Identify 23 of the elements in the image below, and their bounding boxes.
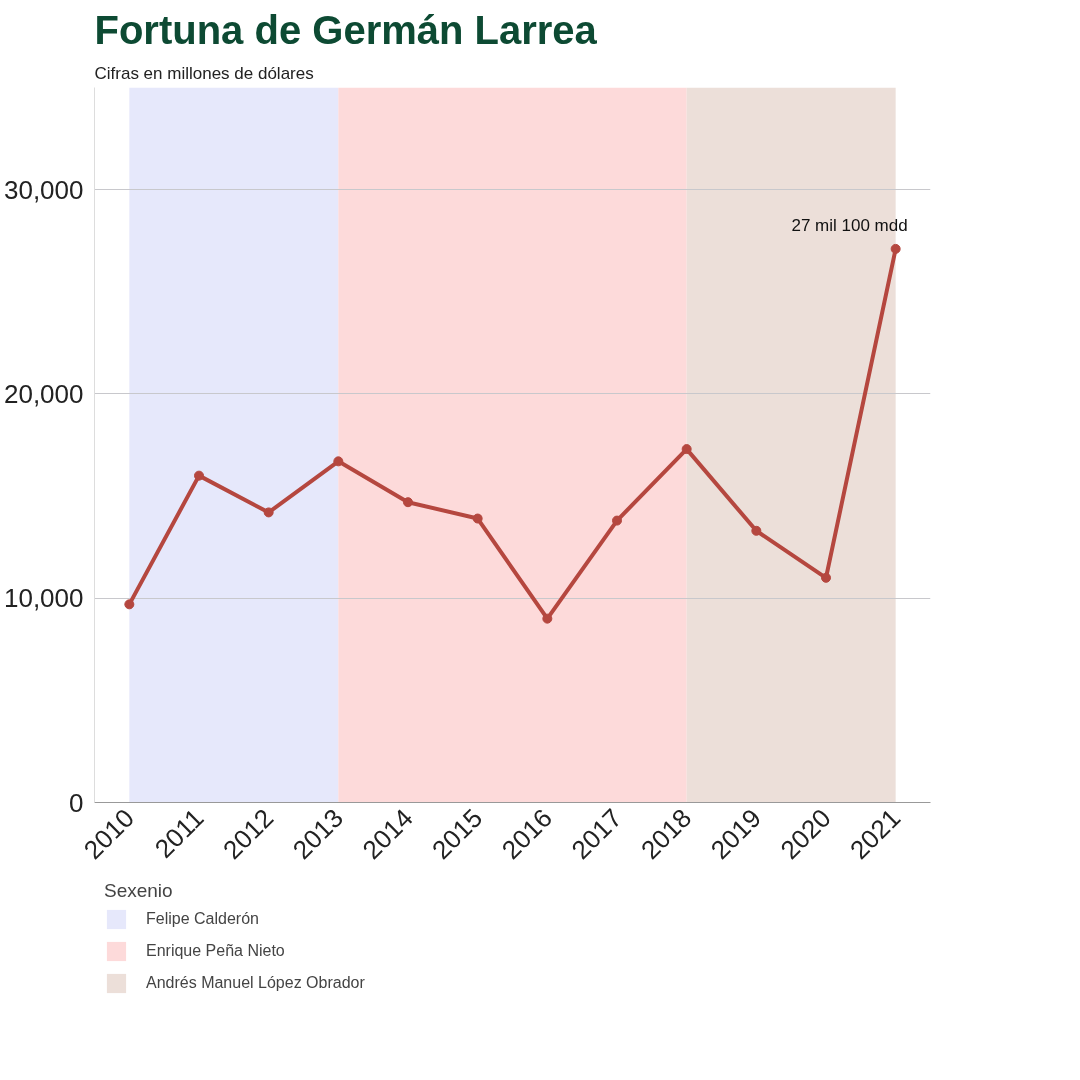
legend-label: Felipe Calderón [146,910,259,928]
point [124,599,135,610]
annotation: 27 mil 100 mdd [791,215,908,235]
y-tick-label: 30,000 [3,174,84,205]
point [681,444,692,455]
legend-title: Sexenio [104,880,174,902]
point [821,572,831,583]
point [612,515,622,526]
point [751,525,762,536]
y-tick-label: 10,000 [3,583,84,614]
legend-label: Andrés Manuel López Obrador [146,974,365,992]
y-tick-label: 20,000 [3,378,84,409]
chart-title: Fortuna de Germán Larrea [94,7,598,52]
chart-subtitle: Cifras en millones de dólares [94,63,314,83]
point [263,507,274,518]
point [403,497,413,508]
point [333,456,344,467]
point [194,470,204,481]
point [542,613,553,624]
point [890,243,901,254]
y-tick-label: 0 [69,787,84,818]
point [472,513,483,524]
legend-label: Enrique Peña Nieto [146,942,285,960]
